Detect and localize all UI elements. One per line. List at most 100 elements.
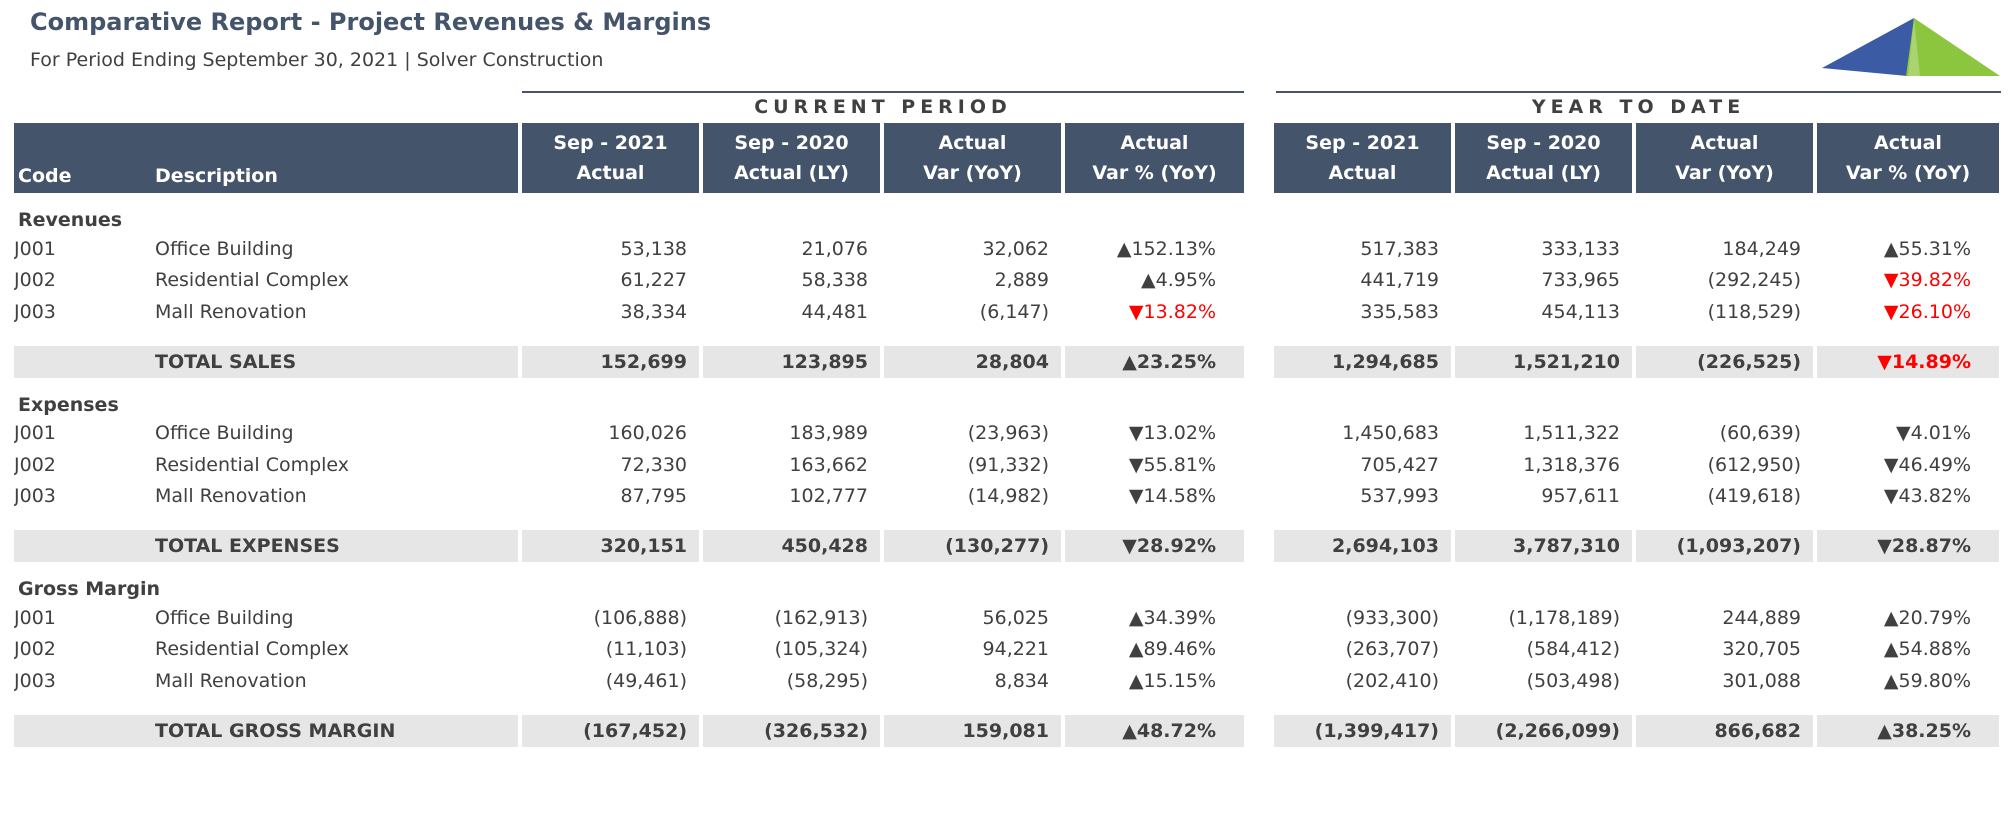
var-pct-cell: 4.01% [1817,418,1999,450]
value-cell: 866,682 [1636,714,1817,747]
column-gap [1244,417,1274,449]
value-cell: (118,529) [1636,296,1817,328]
value-cell: (326,532) [703,714,884,747]
var-pct-cell: 14.58% [1065,481,1244,513]
spacer-cell [14,328,1999,346]
value-cell: (11,103) [522,633,703,665]
total-code-cell [14,345,155,378]
value-cell: 1,318,376 [1455,449,1636,481]
project-code: J002 [14,453,56,476]
group-label: Expenses [18,393,119,416]
var-pct-cell: 20.79% [1817,602,1999,634]
var-pct-cell: 13.82% [1065,296,1244,328]
table-row: J003 Mall Renovation 38,33444,481(6,147)13… [14,296,1999,328]
col-cp-actual-ly: Sep - 2020 Actual (LY) [703,123,884,193]
spacer-row [14,512,1999,530]
value-cell: 1,450,683 [1274,417,1455,449]
var-pct-cell: 14.89% [1817,345,1999,378]
value-cell: 184,249 [1636,233,1817,265]
total-code-cell [14,714,155,747]
total-label: TOTAL EXPENSES [155,530,522,562]
project-code: J003 [14,669,56,692]
value-cell: 152,699 [522,345,703,378]
value-cell: (23,963) [884,417,1065,449]
value-cell: 123,895 [703,345,884,378]
project-code: J003 [14,485,56,508]
value-cell: 38,334 [522,296,703,328]
project-description: Mall Renovation [155,669,307,692]
spacer-row [14,697,1999,715]
value-cell: 454,113 [1455,296,1636,328]
project-description: Mall Renovation [155,485,307,508]
table-row: J001 Office Building 53,13821,07632,062152… [14,233,1999,265]
column-header-row: Code Description Sep - 2021 Actual Sep - … [14,123,1999,193]
value-cell: (6,147) [884,296,1065,328]
value-cell: (933,300) [1274,602,1455,634]
total-label: TOTAL SALES [155,345,522,378]
value-cell: 32,062 [884,233,1065,265]
col-cp-var: Actual Var (YoY) [884,123,1065,193]
project-code: J003 [14,300,56,323]
var-pct-cell: 4.95% [1065,265,1244,297]
project-description: Residential Complex [155,269,350,292]
var-pct-cell: 43.82% [1817,481,1999,513]
var-pct-cell: 89.46% [1065,634,1244,666]
value-cell: 2,889 [884,264,1065,296]
value-cell: 957,611 [1455,480,1636,512]
current-period-label: CURRENT PERIOD [754,96,1012,118]
var-pct-cell: 28.87% [1817,530,1999,562]
project-description: Residential Complex [155,638,350,661]
project-description: Office Building [155,237,294,260]
value-cell: 1,511,322 [1455,417,1636,449]
value-cell: 102,777 [703,480,884,512]
value-cell: (2,266,099) [1455,714,1636,747]
table-row: J001 Office Building (106,888) (162,913) 56,… [14,602,1999,634]
value-cell: (503,498) [1455,665,1636,697]
var-pct-cell: 55.81% [1065,449,1244,481]
project-description: Mall Renovation [155,300,307,323]
value-cell: (106,888) [522,602,703,634]
value-cell: 56,025 [884,602,1065,634]
total-label: TOTAL GROSS MARGIN [155,714,522,747]
ytd-rule [1276,91,2001,93]
table-row: J002 Residential Complex (11,103) (105,324)… [14,633,1999,666]
value-cell: (130,277) [884,530,1065,562]
group-header-row: Gross Margin [14,562,1999,602]
table-row: J001 Office Building 160,026 183,989 (23,963… [14,417,1999,450]
col-ytd-var-pct: Actual Var % (YoY) [1817,123,1999,193]
value-cell: 94,221 [884,633,1065,665]
column-gap [1244,264,1274,296]
table-row: J002 Residential Complex 72,330 163,662 (91,… [14,449,1999,481]
group-header-row: Expenses [14,378,1999,418]
value-cell: 335,583 [1274,296,1455,328]
column-gap [1244,480,1274,512]
column-gap [1244,345,1274,378]
column-gap [1244,714,1274,747]
project-description: Office Building [155,422,294,445]
col-cp-actual: Sep - 2021 Actual [522,123,703,193]
col-description: Description [155,123,522,193]
project-code: J002 [14,269,56,292]
var-pct-cell: 26.10% [1817,296,1999,328]
report-title: Comparative Report - Project Revenues & … [30,8,712,36]
value-cell: 8,834 [884,665,1065,697]
var-pct-cell: 38.25% [1817,714,1999,747]
value-cell: 244,889 [1636,602,1817,634]
col-cp-var-pct: Actual Var % (YoY) [1065,123,1244,193]
column-gap [1244,233,1274,265]
column-gap [1244,665,1274,697]
group-label: Gross Margin [18,578,160,600]
table-row: J003 Mall Renovation (49,461) (58,295) 8,834… [14,665,1999,697]
report-body: Revenues J001 Office Building 53,138 21,076 3… [14,193,1999,747]
report-table: Code Description Sep - 2021 Actual Sep - … [14,123,1999,747]
value-cell: 537,993 [1274,480,1455,512]
value-cell: (162,913) [703,602,884,634]
solver-logo-icon [1822,18,2000,76]
col-code: Code [14,123,155,193]
value-cell: 72,330 [522,449,703,481]
var-pct-cell: 13.02% [1065,418,1244,450]
value-cell: (1,399,417) [1274,714,1455,747]
var-pct-cell: 54.88% [1817,634,1999,666]
value-cell: (1,093,207) [1636,530,1817,562]
